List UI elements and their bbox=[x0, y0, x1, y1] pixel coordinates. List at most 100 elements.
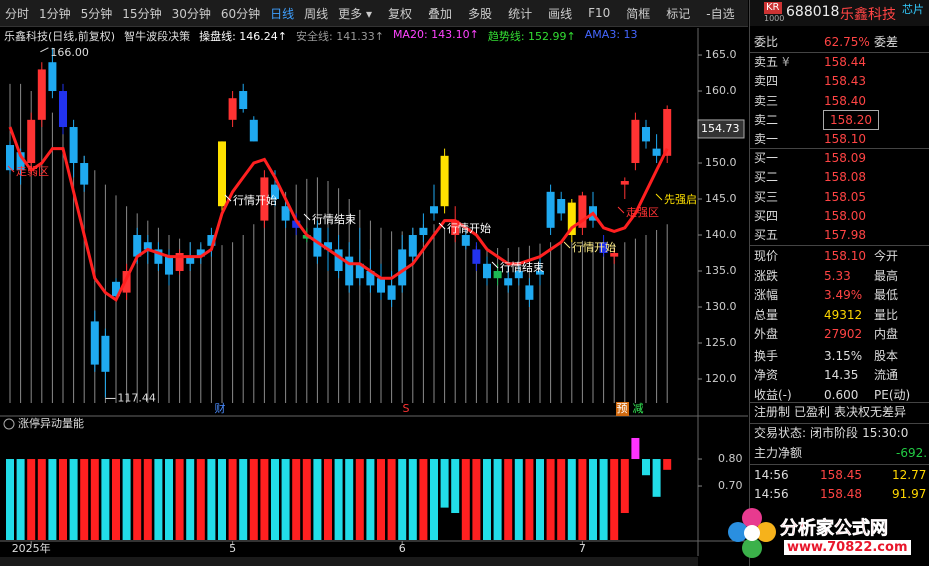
volume-bar bbox=[631, 437, 640, 460]
value: 27902 bbox=[824, 327, 863, 341]
ma-line bbox=[8, 126, 669, 303]
candle-body bbox=[610, 253, 619, 257]
value: -692. bbox=[896, 446, 928, 460]
panel-title: 涨停异动量能 bbox=[18, 416, 84, 430]
volume-bar bbox=[143, 459, 152, 540]
price: 158.10 bbox=[824, 132, 866, 147]
candle-body bbox=[90, 321, 99, 365]
volume-bar bbox=[302, 459, 311, 540]
period-tab[interactable]: 1分钟 bbox=[39, 6, 71, 21]
volume-bar bbox=[207, 459, 216, 540]
candle-body bbox=[493, 271, 502, 279]
volume-bar bbox=[101, 459, 110, 540]
period-tab[interactable]: 60分钟 bbox=[220, 6, 261, 21]
y-tick-label: 130.0 bbox=[705, 300, 737, 313]
tool-button[interactable]: 多股 bbox=[468, 6, 493, 21]
y-tick-label: 160.0 bbox=[705, 84, 737, 97]
badge: KR bbox=[764, 2, 782, 14]
cursor-price: 154.73 bbox=[701, 122, 740, 135]
trade-tick: 14:56 158.48 91.97 bbox=[754, 485, 928, 503]
stat-row: 收益(-) 0.600 PE(动) bbox=[754, 386, 928, 404]
candle-body bbox=[59, 91, 67, 128]
volume-bar bbox=[345, 459, 354, 540]
candle-body bbox=[186, 256, 195, 264]
volume-bar bbox=[642, 459, 650, 476]
volume-bar bbox=[133, 459, 142, 540]
label: 买五 bbox=[754, 228, 779, 243]
candle-body bbox=[69, 127, 78, 164]
candle-body bbox=[366, 271, 375, 286]
tool-button[interactable]: 复权 bbox=[388, 6, 413, 21]
stat-row: 总量 49312 量比 bbox=[754, 306, 928, 324]
period-tab[interactable]: 更多 ▾ bbox=[338, 6, 373, 21]
candle-body bbox=[642, 127, 650, 142]
volume-bar bbox=[37, 459, 46, 540]
candle-body bbox=[419, 227, 428, 236]
candle-body bbox=[334, 249, 343, 272]
period-tab[interactable]: 15分钟 bbox=[122, 6, 162, 21]
annotation: 行情开始 bbox=[233, 193, 277, 207]
label: 总量 bbox=[754, 307, 779, 322]
status-time: 15:30:0 bbox=[862, 426, 909, 440]
tool-button[interactable]: 简框 bbox=[626, 6, 651, 21]
volume-bar bbox=[536, 459, 544, 540]
volume-bar bbox=[218, 459, 226, 540]
value: 0.600 bbox=[824, 387, 859, 402]
x-tick-label: 7 bbox=[579, 542, 586, 555]
value: 62.75% bbox=[824, 35, 870, 49]
volume-bar bbox=[80, 459, 89, 540]
volume-bar bbox=[451, 459, 460, 514]
volume-bar bbox=[228, 459, 237, 540]
value: 14.35 bbox=[824, 368, 859, 382]
candle-body bbox=[578, 195, 587, 228]
tool-button[interactable]: 统计 bbox=[508, 6, 533, 21]
order-level: 买二 158.08 bbox=[754, 168, 928, 186]
price: 158.09 bbox=[824, 151, 866, 165]
stock-code: 688018 bbox=[786, 4, 840, 20]
y-tick-label: 0.80 bbox=[718, 452, 743, 465]
volume-bar bbox=[514, 459, 523, 540]
price: 158.08 bbox=[824, 170, 866, 185]
volume-bar bbox=[186, 459, 195, 540]
y-tick-label: 125.0 bbox=[705, 336, 737, 349]
volume-bar bbox=[154, 459, 163, 540]
period-tab[interactable]: 30分钟 bbox=[171, 6, 211, 21]
tool-button[interactable]: 叠加 bbox=[428, 6, 453, 21]
candle-body bbox=[239, 91, 248, 110]
tool-button[interactable]: -自选 bbox=[706, 6, 735, 21]
label: 主力净额 bbox=[754, 446, 803, 460]
divider bbox=[750, 52, 929, 53]
annotation-arrow bbox=[491, 261, 499, 269]
period-tab[interactable]: 分时 bbox=[5, 6, 30, 21]
tool-button[interactable]: 标记 bbox=[666, 6, 691, 21]
candle-body bbox=[472, 249, 481, 264]
stat-row: 外盘 27902 内盘 bbox=[754, 325, 928, 343]
label: 现价 bbox=[754, 249, 779, 263]
volume-bar bbox=[557, 459, 566, 540]
volume-bar bbox=[122, 459, 131, 540]
x-tick-label: 6 bbox=[399, 542, 406, 555]
volume-bar bbox=[366, 459, 375, 540]
period-tab[interactable]: 5分钟 bbox=[80, 6, 113, 21]
value: 3.15% bbox=[824, 348, 863, 363]
volume-bar bbox=[483, 459, 491, 540]
order-level: 卖五 ¥158.44 bbox=[754, 53, 928, 71]
tool-button[interactable]: F10 bbox=[588, 6, 611, 20]
candle-body bbox=[546, 191, 555, 228]
divider bbox=[750, 464, 929, 465]
tags-row: 注册制 已盈利 表决权无差异 bbox=[754, 403, 928, 421]
label: 外盘 bbox=[754, 327, 779, 341]
order-level: 卖一 158.10 bbox=[754, 130, 928, 148]
volume-bar bbox=[472, 459, 481, 540]
label: 量比 bbox=[874, 307, 899, 322]
volume-bar bbox=[493, 459, 502, 540]
price: 158.20 bbox=[823, 109, 879, 130]
period-tab[interactable]: 周线 bbox=[304, 6, 329, 21]
value: 3.49% bbox=[824, 288, 863, 302]
indicator-label: 趋势线: 152.99↑ bbox=[487, 30, 576, 43]
x-tick-label: 2025年 bbox=[12, 541, 51, 555]
candle-body bbox=[345, 256, 354, 286]
divider bbox=[750, 148, 929, 149]
tool-button[interactable]: 画线 bbox=[548, 6, 573, 21]
period-tab[interactable]: 日线 bbox=[270, 6, 295, 21]
